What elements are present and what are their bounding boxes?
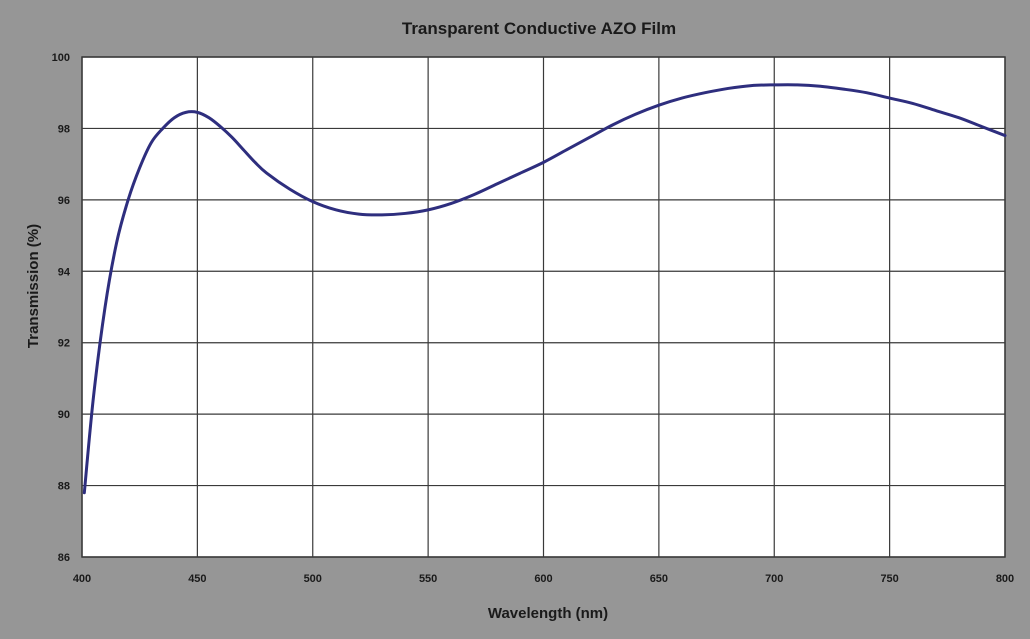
tick-labels: 400 450 500 550 600 650 700 750 800 86 88 90 92 94 96 9… bbox=[52, 52, 1015, 585]
y-tick-label: 94 bbox=[58, 266, 71, 278]
grid-lines bbox=[81, 56, 1006, 558]
x-tick-label: 500 bbox=[304, 573, 322, 585]
x-tick-label: 750 bbox=[880, 573, 898, 585]
x-axis-label: Wavelength (nm) bbox=[488, 605, 608, 622]
x-tick-label: 650 bbox=[650, 573, 668, 585]
x-tick-label: 700 bbox=[765, 573, 783, 585]
transmission-curve bbox=[82, 83, 1007, 495]
x-tick-label: 450 bbox=[188, 573, 206, 585]
y-tick-label: 88 bbox=[58, 481, 70, 493]
y-tick-label: 90 bbox=[58, 409, 70, 421]
y-tick-label: 86 bbox=[58, 552, 70, 564]
y-axis-label: Transmission (%) bbox=[25, 224, 42, 348]
y-tick-label: 100 bbox=[52, 52, 70, 64]
chart-title: Transparent Conductive AZO Film bbox=[402, 19, 676, 38]
y-tick-label: 96 bbox=[58, 195, 70, 207]
y-tick-label: 92 bbox=[58, 338, 70, 350]
x-tick-label: 400 bbox=[73, 573, 91, 585]
x-tick-label: 550 bbox=[419, 573, 437, 585]
x-tick-label: 600 bbox=[534, 573, 552, 585]
y-tick-label: 98 bbox=[58, 123, 70, 135]
x-tick-label: 800 bbox=[996, 573, 1014, 585]
